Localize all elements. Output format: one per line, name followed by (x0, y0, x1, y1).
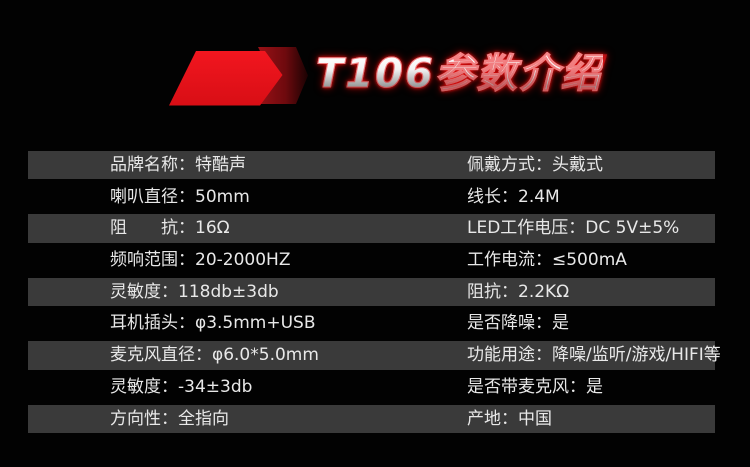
spec-row: 方向性：全指向 产地：中国 (28, 404, 715, 433)
spec-right-item: 功能用途：降噪/监听/游戏/HIFI等 (467, 345, 721, 366)
spec-right-item: LED工作电压：DC 5V±5% (467, 218, 680, 239)
spec-row: 喇叭直径：50mm 线长：2.4M (28, 183, 715, 211)
spec-right-item: 佩戴方式：头戴式 (467, 155, 603, 175)
spec-left-item: 品牌名称：特酷声 (110, 155, 246, 175)
arrow-body (169, 51, 283, 106)
spec-right-item: 线长：2.4M (467, 186, 560, 207)
header: T106参数介绍 (0, 0, 750, 140)
spec-row: 麦克风直径：φ6.0*5.0mm 功能用途：降噪/监听/游戏/HIFI等 (28, 341, 721, 370)
spec-right-item: 工作电流：≤500mA (467, 250, 627, 271)
spec-left-item: 阻 抗：16Ω (110, 218, 230, 239)
spec-left-item: 喇叭直径：50mm (110, 186, 250, 207)
spec-row: 灵敏度：-34±3db 是否带麦克风：是 (28, 373, 715, 401)
spec-right-item: 阻抗：2.2KΩ (467, 281, 570, 302)
spec-right-item: 是否带麦克风：是 (467, 376, 603, 397)
spec-row: 灵敏度：118db±3db 阻抗：2.2KΩ (28, 277, 715, 307)
page-title: T106参数介绍 (316, 51, 603, 97)
spec-right-item: 产地：中国 (467, 408, 552, 429)
spec-table: 品牌名称：特酷声 佩戴方式：头戴式 喇叭直径：50mm 线长：2.4M 阻 抗：… (28, 151, 721, 436)
spec-row: 品牌名称：特酷声 佩戴方式：头戴式 (28, 151, 715, 180)
spec-left-item: 灵敏度：-34±3db (110, 376, 253, 397)
spec-row: 阻 抗：16Ω LED工作电压：DC 5V±5% (28, 214, 715, 243)
spec-row: 频响范围：20-2000HZ 工作电流：≤500mA (28, 246, 715, 274)
spec-left-item: 方向性：全指向 (110, 408, 229, 429)
red-arrow-icon (169, 47, 308, 106)
spec-left-item: 灵敏度：118db±3db (110, 281, 279, 302)
spec-right-item: 是否降噪：是 (467, 313, 569, 334)
spec-left-item: 耳机插头：φ3.5mm+USB (110, 313, 316, 334)
spec-row: 耳机插头：φ3.5mm+USB 是否降噪：是 (28, 309, 715, 337)
spec-left-item: 频响范围：20-2000HZ (110, 250, 291, 271)
spec-left-item: 麦克风直径：φ6.0*5.0mm (110, 345, 319, 366)
